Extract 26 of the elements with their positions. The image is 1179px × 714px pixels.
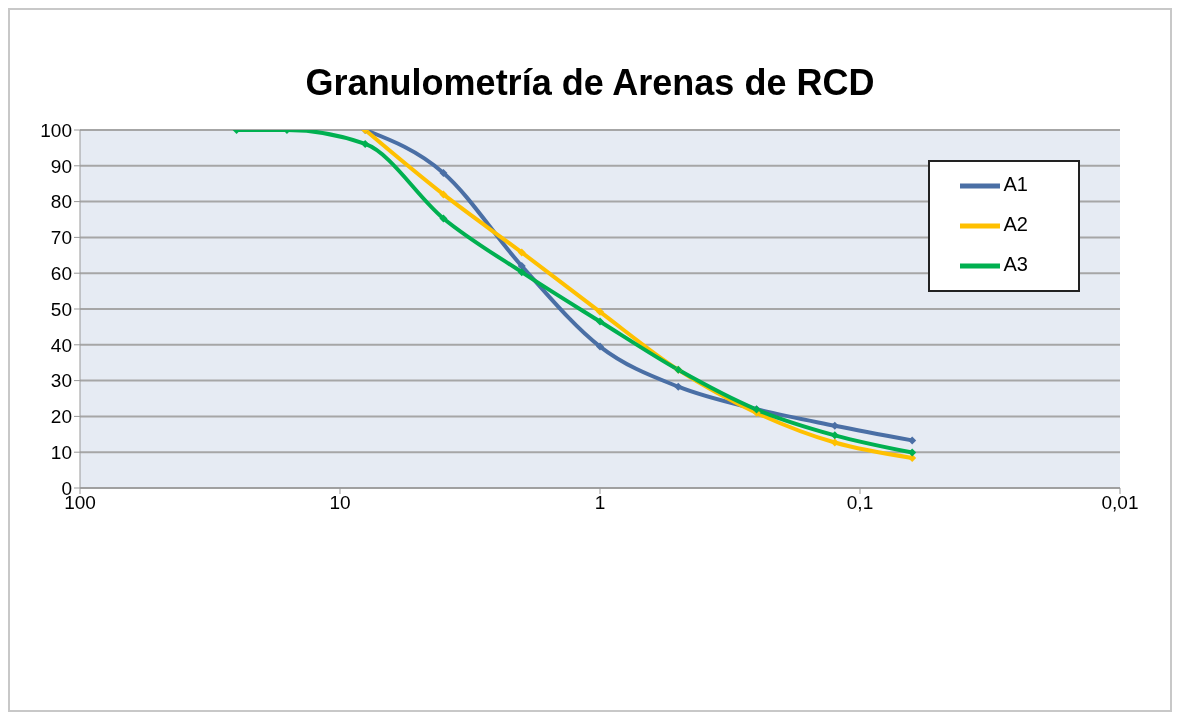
point xyxy=(830,438,839,447)
y-tick-label: 90 xyxy=(50,155,72,177)
x-tick-label: 10 xyxy=(329,492,351,514)
y-tick-label: 20 xyxy=(50,406,72,428)
y-tick-label: 40 xyxy=(50,334,72,356)
legend-label: A2 xyxy=(1003,213,1028,236)
y-tick-label: 100 xyxy=(40,119,72,141)
y-tick-label: 30 xyxy=(50,370,72,392)
x-tick-label: 1 xyxy=(594,492,606,514)
point xyxy=(674,382,683,391)
y-tick-label: 60 xyxy=(50,262,72,284)
point xyxy=(439,168,448,177)
y-tick-label: 80 xyxy=(50,191,72,213)
point xyxy=(439,190,448,199)
y-tick-label: 70 xyxy=(50,227,72,249)
legend-label: A1 xyxy=(1003,173,1028,196)
point xyxy=(596,307,604,316)
legend-label: A3 xyxy=(1003,253,1028,276)
y-tick-label: 10 xyxy=(50,441,72,463)
point xyxy=(517,248,526,257)
y-tick-label: 50 xyxy=(50,298,72,320)
point xyxy=(908,436,917,445)
x-tick-label: 0,1 xyxy=(846,492,874,514)
x-tick-label: 0,01 xyxy=(1101,492,1139,514)
chart-title: Granulometría de Arenas de RCD xyxy=(304,62,876,105)
point xyxy=(596,342,604,351)
